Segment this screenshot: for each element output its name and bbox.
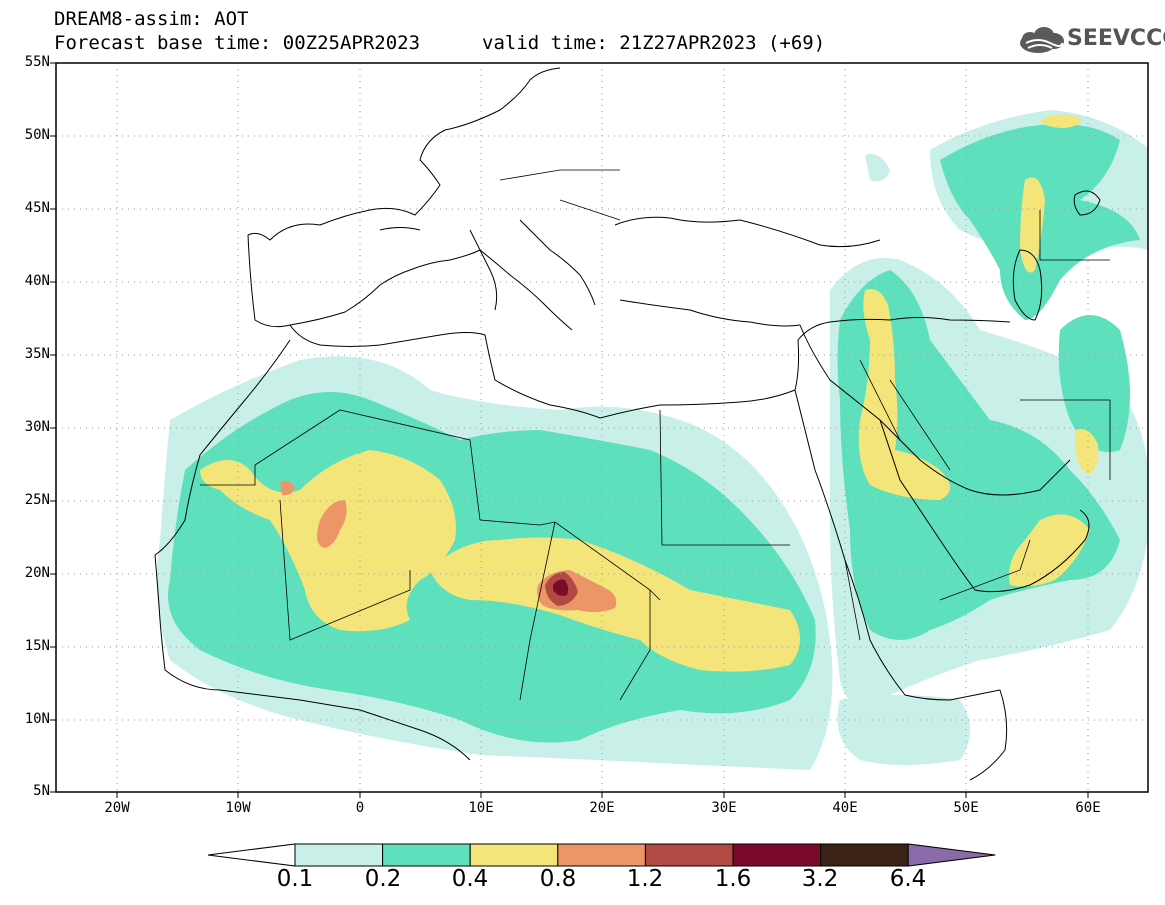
colorbar-swatch <box>382 843 471 867</box>
colorbar-swatch <box>557 843 646 867</box>
colorbar-label: 1.2 <box>626 866 664 892</box>
aot-field <box>56 63 1148 792</box>
colorbar-swatch <box>294 843 384 867</box>
colorbar-swatch <box>820 843 909 867</box>
lat-label: 10N <box>24 711 50 727</box>
lat-label: 45N <box>24 200 50 216</box>
lat-label: 25N <box>24 492 50 508</box>
colorbar-label: 3.2 <box>801 866 839 892</box>
lat-label: 30N <box>24 419 50 435</box>
colorbar-swatch <box>469 843 559 867</box>
lon-label: 40E <box>832 800 858 816</box>
colorbar-label: 0.8 <box>539 866 577 892</box>
grid-lines <box>56 63 1148 792</box>
cloud-logo-icon <box>1020 27 1064 53</box>
colorbar-label: 0.4 <box>451 866 489 892</box>
lon-label: 20W <box>104 800 130 816</box>
colorbar-label: 0.1 <box>276 866 314 892</box>
coastlines <box>154 67 1101 781</box>
lat-label: 15N <box>24 638 50 654</box>
lat-label: 55N <box>24 54 50 70</box>
lon-label: 60E <box>1075 800 1101 816</box>
country-borders <box>200 169 1111 701</box>
colorbar-swatch <box>644 843 734 867</box>
lon-label: 50E <box>953 800 979 816</box>
colorbar-swatch <box>732 843 822 867</box>
colorbar-over-triangle <box>907 843 996 867</box>
forecast-base-time: Forecast base time: 00Z25APR2023 <box>54 32 421 54</box>
lon-label: 0 <box>355 800 365 816</box>
lon-label: 30E <box>711 800 737 816</box>
axis-ticks <box>50 62 1089 798</box>
colorbar-label: 0.2 <box>364 866 402 892</box>
logo-text: SEEVCCC <box>1067 26 1165 51</box>
map-title: DREAM8-assim: AOT <box>54 8 249 30</box>
valid-time: valid time: 21Z27APR2023 (+69) <box>482 32 826 54</box>
lat-label: 50N <box>24 127 50 143</box>
colorbar-label: 1.6 <box>714 866 752 892</box>
lon-label: 10E <box>468 800 494 816</box>
lon-label: 10W <box>225 800 251 816</box>
lat-label: 20N <box>24 565 50 581</box>
colorbar-label: 6.4 <box>889 866 927 892</box>
lon-label: 20E <box>589 800 615 816</box>
colorbar <box>207 843 996 867</box>
lat-label: 40N <box>24 273 50 289</box>
lat-label: 5N <box>33 783 50 799</box>
aot-band-1.6 <box>553 579 569 596</box>
colorbar-under-triangle <box>207 843 296 867</box>
lat-label: 35N <box>24 346 50 362</box>
